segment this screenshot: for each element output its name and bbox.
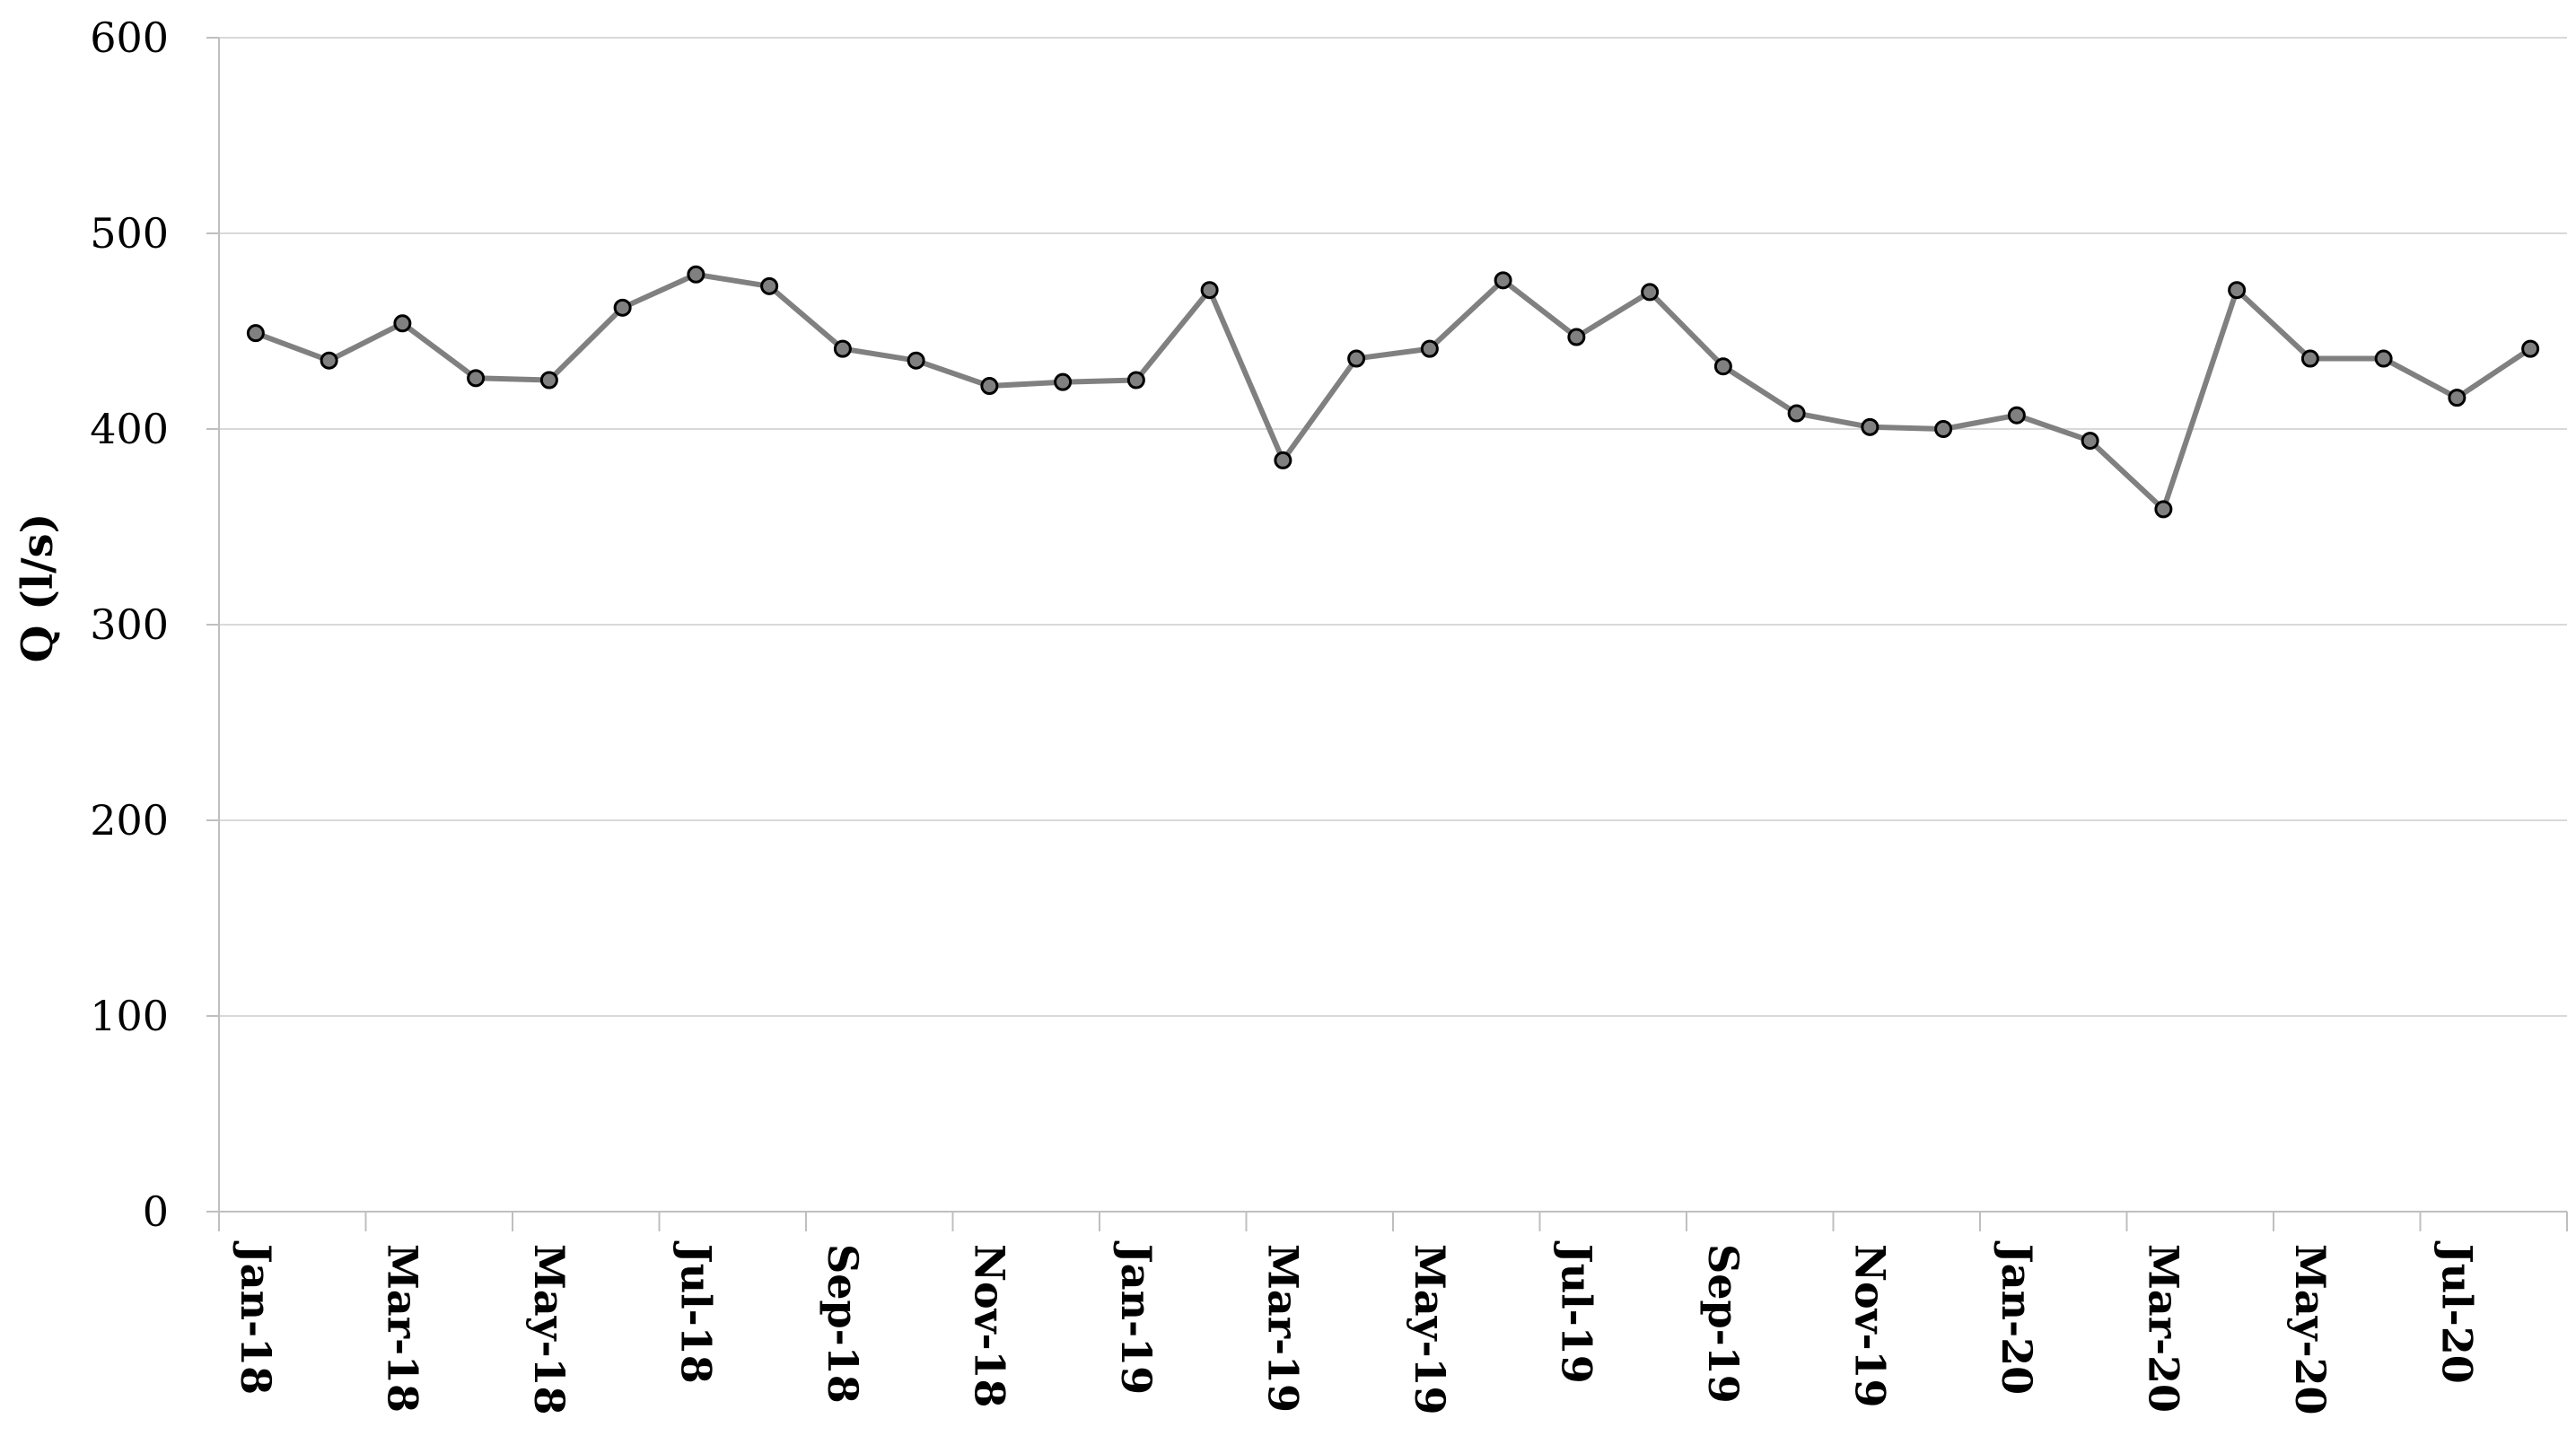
y-tick-label: 0 <box>143 1187 169 1236</box>
data-point <box>2300 349 2319 368</box>
x-tick-label: Nov-19 <box>1845 1244 1894 1408</box>
data-point <box>1787 404 1806 423</box>
x-tick-label: May-19 <box>1406 1244 1454 1415</box>
x-tick-label: Sep-19 <box>1699 1244 1748 1404</box>
data-point <box>1713 357 1732 376</box>
x-tick-label: Sep-18 <box>819 1244 867 1404</box>
data-point <box>1934 420 1953 438</box>
data-point <box>2448 389 2466 407</box>
data-point <box>2228 281 2247 300</box>
data-point <box>1347 349 1366 368</box>
data-point <box>1420 339 1439 358</box>
data-point <box>1567 328 1586 346</box>
x-tick-label: Jan-19 <box>1112 1240 1161 1395</box>
x-tick-label: Nov-18 <box>965 1244 1013 1408</box>
x-tick-label: Mar-18 <box>378 1244 426 1413</box>
y-tick-label: 100 <box>90 992 169 1040</box>
data-point <box>1200 281 1219 300</box>
x-tick-labels: Jan-18 Mar-18 May-18 Jul-18 Sep-18 Nov-18 Jan-… <box>232 1240 2482 1415</box>
data-point <box>246 324 265 343</box>
x-tick-label: May-20 <box>2286 1244 2335 1415</box>
data-point <box>1861 417 1879 436</box>
data-point <box>467 369 486 388</box>
x-tick-label: Jul-19 <box>1552 1240 1600 1384</box>
data-point <box>393 314 412 333</box>
data-point <box>539 371 558 390</box>
data-point <box>687 265 705 284</box>
x-tick-label: Mar-19 <box>1258 1244 1307 1413</box>
y-axis-title: Q (l/s) <box>13 513 63 663</box>
series <box>246 265 2540 519</box>
data-point <box>1274 451 1292 469</box>
data-point <box>2081 432 2099 451</box>
grid-lines <box>219 37 2567 1017</box>
x-tick-label: May-18 <box>525 1244 574 1415</box>
series-line <box>254 271 2532 512</box>
x-tick-label: Jul-20 <box>2432 1240 2481 1384</box>
y-tick-label: 600 <box>90 13 169 62</box>
x-tick-label: Jul-18 <box>671 1240 720 1384</box>
x-tick-label: Jan-18 <box>232 1240 280 1395</box>
axes <box>206 37 2568 1231</box>
data-point <box>1054 372 1073 391</box>
y-tick-label: 200 <box>90 796 169 845</box>
data-point <box>2521 339 2540 358</box>
data-point <box>980 377 999 396</box>
data-point <box>1126 371 1145 390</box>
x-tick-label: Jan-20 <box>1993 1240 2041 1395</box>
data-point <box>320 351 338 370</box>
data-point <box>760 276 779 295</box>
data-point <box>833 339 852 358</box>
data-point <box>2374 349 2393 368</box>
y-tick-label: 300 <box>90 600 169 649</box>
y-tick-labels: 0 100 200 300 400 500 600 <box>90 13 169 1236</box>
y-tick-label: 500 <box>90 209 169 258</box>
data-point <box>907 351 925 370</box>
data-point <box>1494 271 1512 290</box>
x-tick-label: Mar-20 <box>2139 1244 2187 1413</box>
data-point <box>613 298 632 317</box>
y-tick-label: 400 <box>90 405 169 453</box>
data-point <box>2007 406 2026 425</box>
data-point <box>2154 500 2173 519</box>
data-point <box>1641 283 1660 302</box>
